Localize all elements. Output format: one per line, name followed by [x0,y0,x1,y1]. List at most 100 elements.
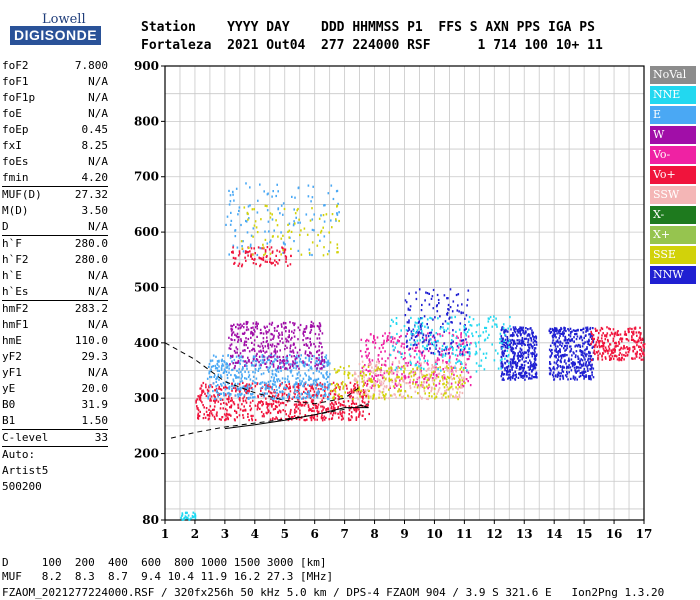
echo-point [333,388,336,391]
echo-point [556,360,558,363]
echo-point [238,383,241,386]
echo-point [456,345,459,348]
echo-point [260,218,262,221]
echo-point [257,246,260,249]
echo-point [514,361,516,364]
echo-point [631,330,633,334]
echo-point [500,365,503,368]
echo-point [417,317,420,320]
echo-point [412,367,414,371]
echo-point [574,329,577,333]
echo-point [208,370,211,373]
echo-point [288,382,291,385]
echo-point [273,329,276,332]
param-name: M(D) [2,204,29,217]
echo-point [475,331,478,334]
echo-point [321,358,323,361]
echo-point [231,251,233,254]
echo-point [303,227,306,230]
echo-point [281,331,283,334]
echo-point [502,337,504,340]
echo-point [311,253,313,257]
echo-point [328,250,330,253]
echo-point [459,368,461,371]
echo-point [448,387,451,390]
echo-point [442,383,444,386]
echo-point [288,334,290,337]
echo-point [501,362,504,365]
echo-point [436,304,438,307]
echo-point [434,339,436,342]
echo-point [410,330,413,333]
echo-point [290,338,292,341]
echo-point [563,339,566,342]
echo-point [451,345,453,349]
echo-point [243,332,245,335]
echo-point [452,348,454,352]
echo-point [332,197,335,201]
echo-point [521,328,523,331]
echo-point [228,394,231,397]
echo-point [527,353,530,356]
echo-point [271,382,274,386]
echo-point [381,374,384,377]
echo-point [336,243,339,246]
echo-point [535,341,538,344]
param-row: fxI 8.25 [2,138,108,154]
echo-point [523,343,525,346]
x-tick-label: 2 [191,527,199,541]
echo-point [585,362,587,365]
echo-point [296,405,298,408]
echo-point [248,359,250,362]
echo-point [294,212,297,215]
echo-point [237,327,240,330]
echo-point [365,405,368,408]
echo-point [618,357,621,360]
echo-point [316,360,318,363]
echo-point [502,377,504,380]
echo-point [222,401,225,405]
echo-point [414,343,416,346]
echo-point [279,340,281,343]
echo-point [276,380,279,383]
echo-point [310,200,312,203]
echo-point [361,400,364,403]
echo-point [315,386,317,390]
echo-point [442,361,444,364]
echo-point [533,365,536,368]
echo-point [299,379,301,382]
echo-point [512,352,514,355]
echo-point [558,337,560,340]
echo-point [368,412,370,416]
echo-point [421,321,424,325]
echo-point [186,516,189,519]
echo-point [534,366,537,369]
echo-point [618,349,621,352]
echo-point [421,324,424,327]
echo-point [461,362,463,365]
echo-point [380,380,383,383]
echo-point [338,401,340,404]
echo-point [242,381,244,384]
echo-point [247,251,249,254]
echo-point [308,251,311,255]
echo-point [240,338,242,341]
echo-point [221,364,223,368]
echo-point [323,376,325,379]
echo-point [550,331,553,334]
echo-point [516,339,518,342]
echo-point [329,362,331,365]
echo-point [499,359,502,362]
echo-point [458,385,461,388]
echo-point [636,352,638,355]
echo-point [421,303,423,307]
echo-point [286,400,289,403]
echo-point [250,361,253,364]
echo-point [353,384,355,387]
echo-point [437,350,439,353]
echo-point [250,330,253,333]
echo-point [267,347,270,350]
echo-point [275,394,277,397]
echo-point [553,368,556,371]
echo-point [226,215,229,218]
